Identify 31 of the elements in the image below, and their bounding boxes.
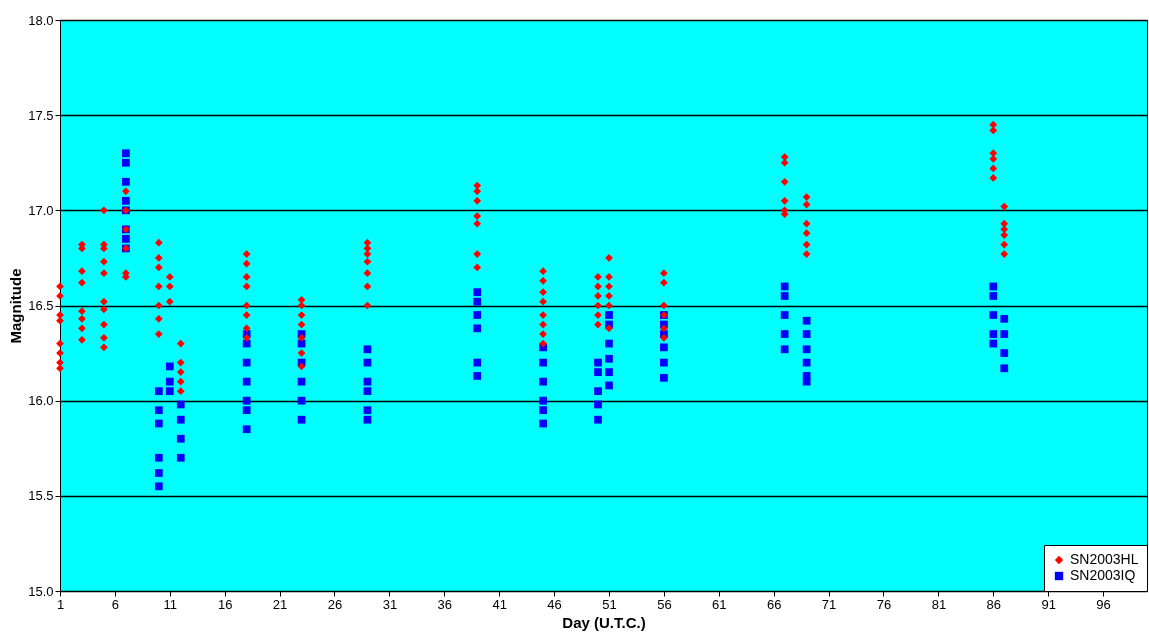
y-tick-label: 17.5 (28, 107, 54, 123)
y-tick-label: 16.0 (28, 393, 54, 409)
y-tick-label: 17.0 (28, 202, 54, 218)
y-tick-label: 15.0 (28, 583, 54, 599)
x-tick-label: 51 (602, 596, 617, 612)
x-tick-label: 76 (876, 596, 892, 612)
x-tick-label: 96 (1096, 596, 1111, 612)
x-tick-label: 81 (931, 596, 947, 612)
x-tick-label: 91 (1041, 596, 1056, 612)
x-tick-label: 41 (492, 596, 507, 612)
y-tick-label: 18.0 (28, 12, 54, 28)
x-tick-label: 36 (437, 596, 453, 612)
x-tick-label: 26 (327, 596, 343, 612)
y-tick-label: 15.5 (28, 488, 54, 504)
x-tick-label: 86 (986, 596, 1002, 612)
x-tick-label: 71 (821, 596, 837, 612)
x-tick-label: 21 (272, 596, 288, 612)
x-tick-label: 11 (163, 596, 178, 612)
x-tick-label: 61 (712, 596, 727, 612)
y-tick-label: 16.5 (28, 298, 54, 313)
x-tick-label: 66 (766, 596, 782, 612)
y-axis-title: Magnitude (7, 268, 25, 344)
x-tick-label: 16 (217, 596, 233, 612)
x-axis-title: Day (U.T.C.) (562, 613, 646, 631)
x-tick-label: 56 (657, 596, 672, 612)
x-tick-label: 46 (547, 596, 562, 612)
legend-label: SN2003IQ (1070, 567, 1136, 583)
legend-label: SN2003HL (1070, 551, 1139, 567)
x-tick-label: 31 (382, 596, 398, 612)
x-tick-label: 6 (111, 596, 120, 612)
x-tick-label: 1 (56, 596, 65, 612)
